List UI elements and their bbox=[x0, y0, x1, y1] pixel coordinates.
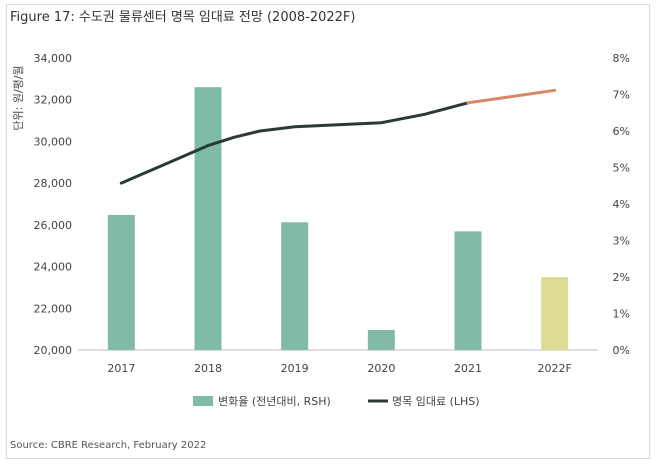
left-axis-tick-label: 20,000 bbox=[34, 344, 73, 357]
right-axis-tick-label: 0% bbox=[613, 344, 630, 357]
left-axis-tick-label: 32,000 bbox=[34, 94, 73, 107]
x-axis-tick-label: 2022F bbox=[538, 362, 572, 375]
x-axis-tick-label: 2021 bbox=[454, 362, 482, 375]
chart-title: Figure 17: 수도권 물류센터 명목 임대료 전망 (2008-2022… bbox=[10, 10, 356, 25]
left-axis-tick-label: 26,000 bbox=[34, 219, 73, 232]
line-series-historical bbox=[119, 101, 470, 185]
left-axis-tick-label: 28,000 bbox=[34, 177, 73, 190]
right-axis-tick-label: 6% bbox=[613, 125, 630, 138]
bar-2020 bbox=[367, 329, 395, 350]
left-axis-tick-label: 34,000 bbox=[34, 52, 73, 65]
left-axis-tick-label: 22,000 bbox=[34, 302, 73, 315]
bar-2017 bbox=[107, 214, 135, 350]
left-axis-tick-label: 30,000 bbox=[34, 135, 73, 148]
right-axis-tick-label: 3% bbox=[613, 235, 630, 248]
right-axis-tick-label: 4% bbox=[613, 198, 630, 211]
x-axis-tick-label: 2018 bbox=[194, 362, 222, 375]
bar-2019 bbox=[281, 222, 309, 350]
right-axis-tick-label: 1% bbox=[613, 308, 630, 321]
source-note: Source: CBRE Research, February 2022 bbox=[10, 440, 207, 451]
right-axis-tick-label: 2% bbox=[613, 271, 630, 284]
right-axis-tick-label: 8% bbox=[613, 52, 630, 65]
left-axis-tick-label: 24,000 bbox=[34, 261, 73, 274]
left-axis-unit: 단위: 원/평/월 bbox=[12, 65, 25, 130]
bar-2021 bbox=[454, 231, 482, 350]
legend-bar-label: 변화율 (전년대비, RSH) bbox=[218, 395, 331, 408]
right-axis-tick-label: 7% bbox=[613, 89, 630, 102]
right-axis-tick-label: 5% bbox=[613, 162, 630, 175]
line-series-forecast bbox=[466, 88, 557, 105]
x-axis-tick-label: 2017 bbox=[107, 362, 135, 375]
x-axis-tick-label: 2020 bbox=[367, 362, 395, 375]
bar-2022F bbox=[541, 277, 569, 350]
legend-bar-swatch bbox=[193, 396, 213, 406]
bar-2018 bbox=[194, 87, 222, 350]
legend: 변화율 (전년대비, RSH) 명목 임대료 (LHS) bbox=[193, 395, 480, 408]
legend-line-label: 명목 임대료 (LHS) bbox=[392, 395, 480, 408]
x-axis-tick-label: 2019 bbox=[281, 362, 309, 375]
